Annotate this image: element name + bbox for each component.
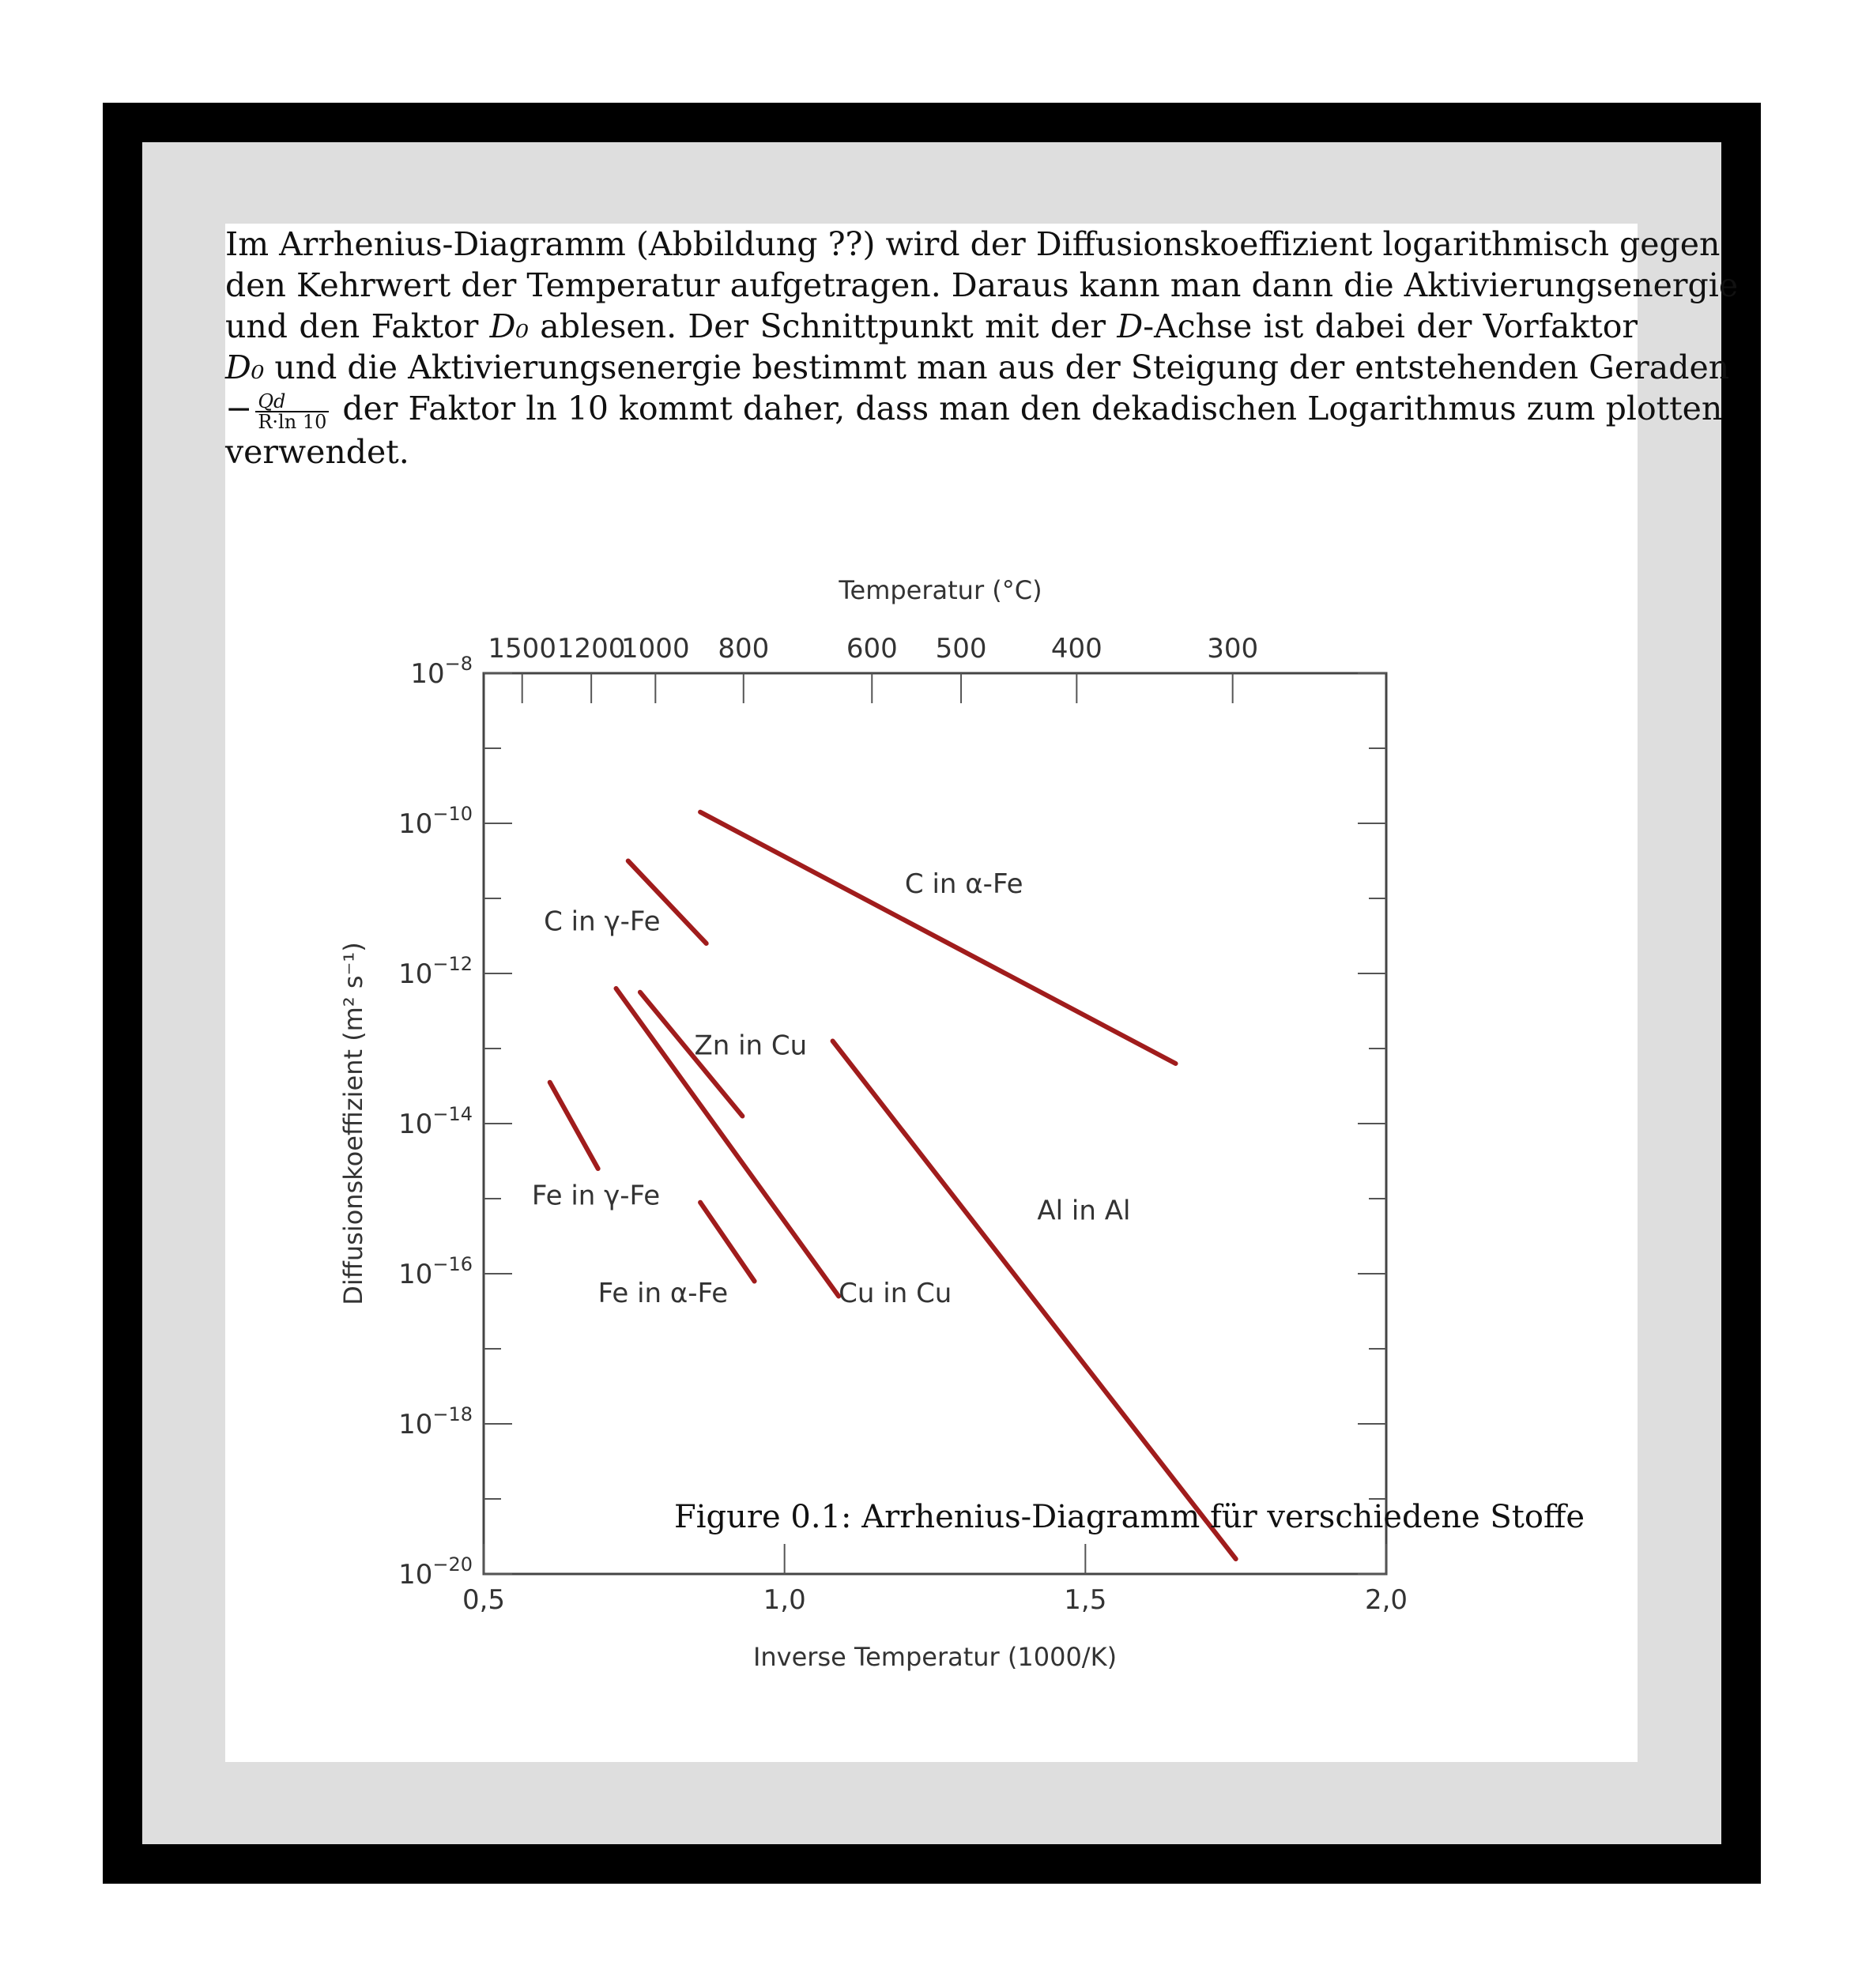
plot-frame (482, 672, 1388, 1576)
x-tick-label: 0,5 (462, 1584, 505, 1616)
symbol-d0: D₀ (225, 348, 265, 386)
top-axis-label: Temperatur (°C) (838, 575, 1042, 605)
y-tick-label: 10−12 (398, 953, 473, 990)
paragraph-line-2: den Kehrwert der Temperatur aufgetragen.… (225, 266, 1739, 304)
series-label: C in γ-Fe (544, 906, 660, 938)
y-tick-label: 10−14 (398, 1103, 473, 1140)
top-tick-label: 1500 (488, 633, 556, 665)
x-tick-label: 1,5 (1064, 1584, 1106, 1616)
data-lines (547, 809, 1238, 1561)
series-label: Al in Al (1037, 1195, 1130, 1226)
paragraph-line-1: Im Arrhenius-Diagramm (Abbildung ??) wir… (225, 225, 1721, 263)
series-label: Zn in Cu (694, 1030, 807, 1061)
paragraph-line-3: und den Faktor D₀ ablesen. Der Schnittpu… (225, 307, 1638, 345)
y-tick-label: 10−18 (398, 1403, 473, 1440)
series-label: Fe in γ-Fe (532, 1180, 660, 1211)
top-tick-label: 300 (1207, 633, 1258, 665)
x-axis-label: Inverse Temperatur (1000/K) (753, 1642, 1117, 1672)
figure-caption-text: Figure 0.1: Arrhenius-Diagramm für versc… (674, 1499, 1585, 1535)
symbol-d: D (1117, 307, 1144, 345)
symbol-d0: D₀ (489, 307, 529, 345)
axes: 10−8 10−10 10−12 10−14 10−16 10−18 10−200,5 1,0… (338, 575, 1408, 1672)
series-line (698, 809, 1178, 1066)
paragraph-line-5: − Qd R·ln 10 der Faktor ln 10 kommt daher,… (225, 390, 1723, 433)
y-tick-label: 10−20 (398, 1553, 473, 1591)
body-paragraph: Im Arrhenius-Diagramm (Abbildung ??) wir… (225, 224, 1739, 473)
series-line (830, 1038, 1238, 1561)
series-label: Cu in Cu (839, 1278, 952, 1309)
series-line (698, 1199, 757, 1284)
top-tick-label: 500 (936, 633, 987, 665)
series-line (637, 989, 745, 1119)
top-tick-label: 1000 (621, 633, 690, 665)
paragraph-line-4: D₀ und die Aktivierungsenergie bestimmt … (225, 348, 1730, 386)
top-tick-label: 800 (718, 633, 769, 665)
series-line (613, 986, 842, 1299)
top-tick-label: 600 (846, 633, 898, 665)
fraction-qd-over-r-ln10: Qd R·ln 10 (255, 392, 330, 431)
top-tick-label: 400 (1051, 633, 1102, 665)
x-tick-label: 1,0 (763, 1584, 806, 1616)
series-line (547, 1079, 601, 1171)
document-page: Im Arrhenius-Diagramm (Abbildung ??) wir… (225, 224, 1739, 1762)
series-label: Fe in α-Fe (598, 1278, 729, 1309)
y-tick-label: 10−16 (398, 1253, 473, 1290)
x-tick-label: 2,0 (1365, 1584, 1408, 1616)
y-axis-label: Diffusionskoeffizient (m² s⁻¹) (338, 942, 368, 1305)
y-tick-label: 10−8 (410, 653, 473, 690)
series-line (625, 858, 709, 946)
top-tick-label: 1200 (557, 633, 626, 665)
labels: C in γ-Fe C in α-Fe Zn in Cu Cu in Cu Fe in … (532, 868, 1131, 1309)
paragraph-line-6: verwendet. (225, 432, 409, 471)
y-tick-label: 10−10 (398, 803, 473, 840)
series-label: C in α-Fe (905, 868, 1023, 900)
